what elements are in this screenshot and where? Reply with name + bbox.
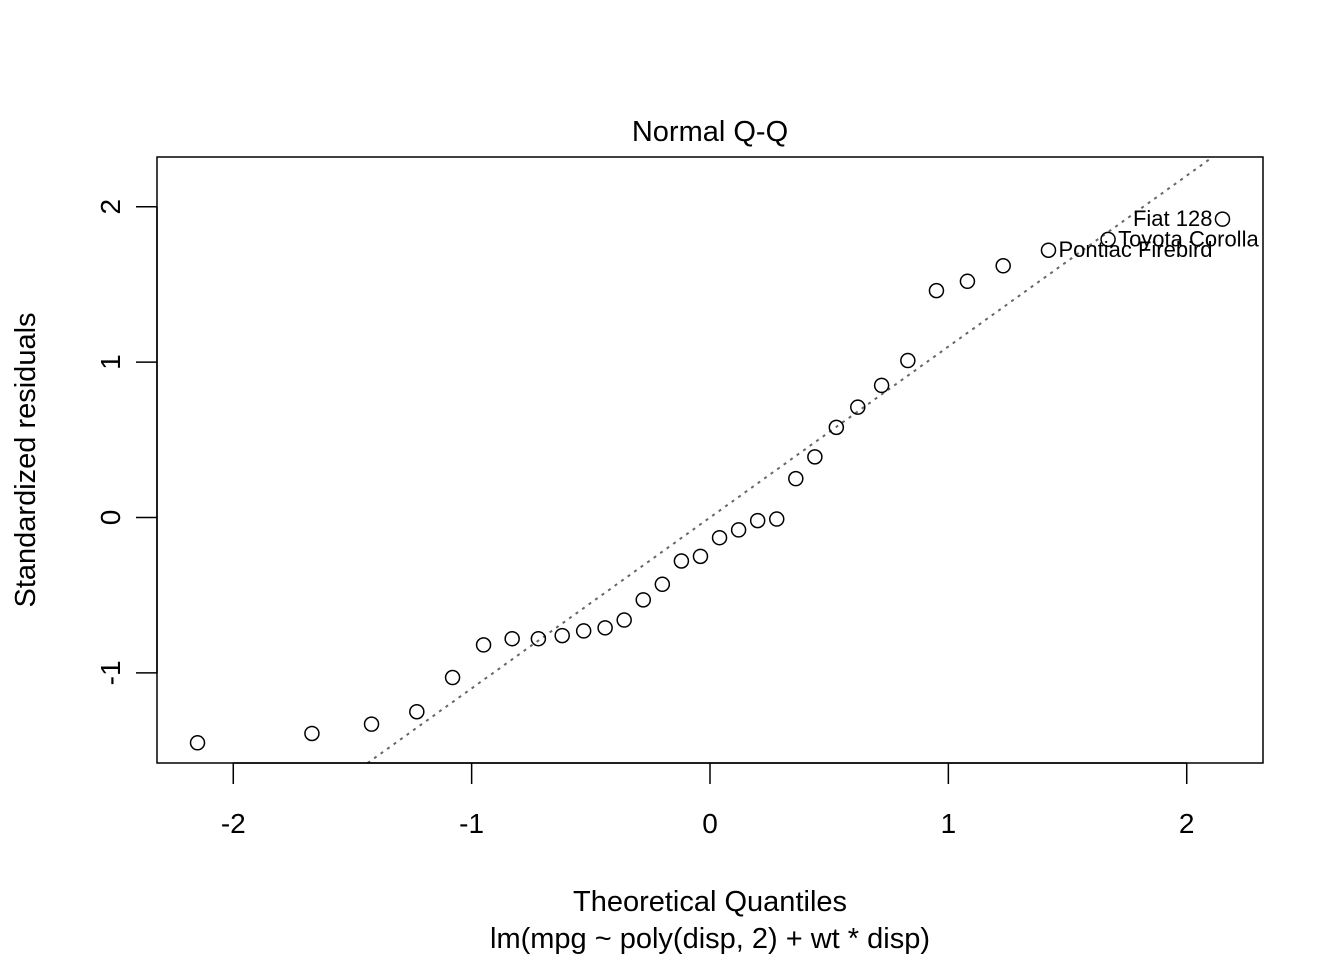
data-point <box>504 630 520 647</box>
data-point <box>444 669 461 686</box>
reference-line-layer <box>367 156 1214 764</box>
x-axis-subtitle: lm(mpg ~ poly(disp, 2) + wt * disp) <box>490 923 930 955</box>
x-tick-label: -2 <box>221 808 246 839</box>
data-point <box>873 377 890 394</box>
x-axis: -2 -1 0 1 2 <box>221 762 1195 839</box>
data-point <box>530 630 547 647</box>
data-point <box>807 449 823 465</box>
data-point <box>363 716 380 732</box>
data-point <box>995 258 1011 274</box>
data-point <box>928 282 945 299</box>
data-point <box>575 623 592 639</box>
data-point <box>1214 211 1231 227</box>
data-point <box>304 725 320 742</box>
data-point <box>1040 242 1057 258</box>
y-axis: -1 0 1 2 <box>95 199 158 685</box>
data-point <box>554 627 570 644</box>
y-tick-label: 2 <box>95 199 126 215</box>
data-point <box>749 512 766 529</box>
point-label: Pontiac Firebird <box>1058 237 1212 262</box>
data-point <box>730 522 747 538</box>
points-layer <box>189 211 1231 751</box>
data-point <box>788 470 804 487</box>
data-point <box>711 529 728 546</box>
data-point <box>409 703 425 720</box>
point-label: Fiat 128 <box>1133 206 1213 231</box>
x-tick-label: -1 <box>459 808 484 839</box>
data-point <box>959 273 976 290</box>
x-tick-label: 2 <box>1179 808 1195 839</box>
data-point <box>475 637 492 653</box>
x-tick-label: 1 <box>941 808 957 839</box>
data-point <box>1100 231 1116 248</box>
y-tick-label: -1 <box>95 660 126 685</box>
data-point <box>654 576 671 593</box>
data-point <box>692 548 709 565</box>
x-tick-label: 0 <box>702 808 718 839</box>
data-point <box>635 592 652 608</box>
qq-reference-line <box>367 156 1214 764</box>
y-axis-title: Standardized residuals <box>10 312 42 607</box>
data-point <box>900 352 916 369</box>
data-point <box>616 612 632 628</box>
data-point <box>828 419 845 436</box>
y-tick-label: 1 <box>95 354 126 370</box>
data-point <box>673 553 690 569</box>
point-label: Toyota Corolla <box>1118 226 1259 251</box>
data-point <box>850 399 866 415</box>
data-point <box>597 620 613 636</box>
chart-title: Normal Q-Q <box>632 116 788 148</box>
y-tick-label: 0 <box>95 510 126 526</box>
x-axis-title: Theoretical Quantiles <box>573 886 847 918</box>
data-point <box>768 511 785 527</box>
data-point <box>189 735 206 751</box>
